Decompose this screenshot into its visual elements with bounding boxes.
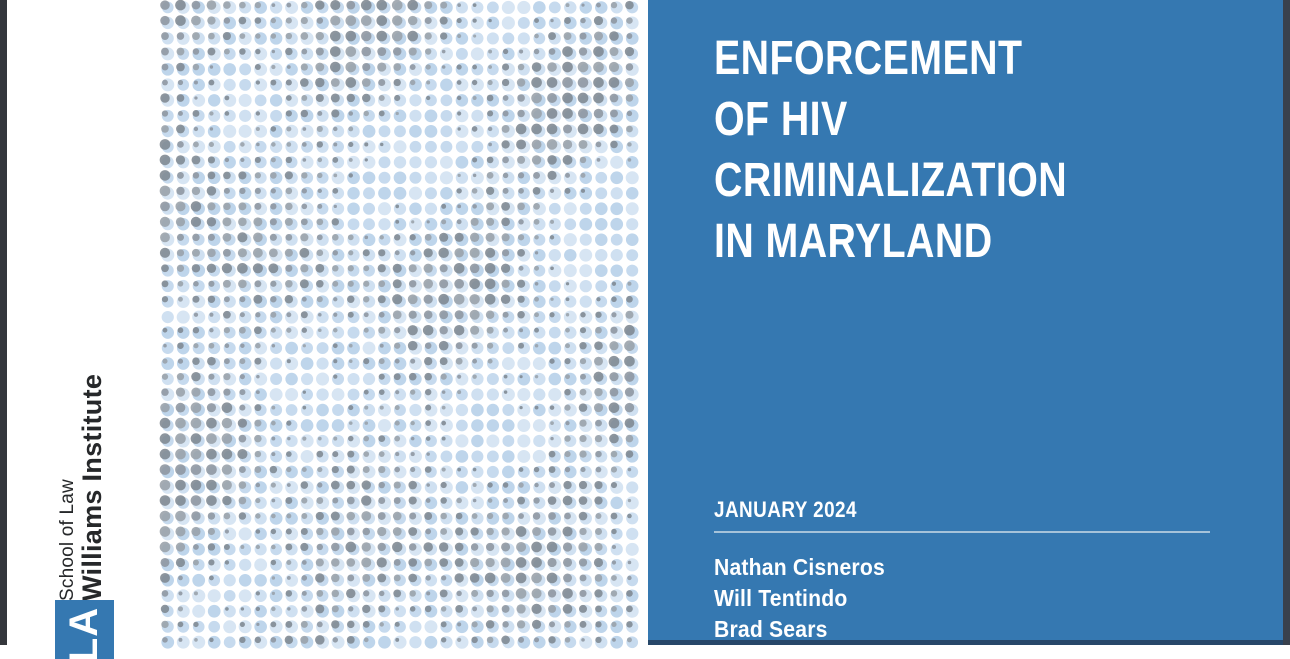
report-title-line-4: IN MARYLAND: [714, 215, 993, 268]
ucla-logo-text: UCLA: [62, 607, 106, 659]
report-date: JANUARY 2024: [714, 497, 857, 522]
author-name: Nathan Cisneros: [714, 554, 885, 580]
ucla-logo: UCLA: [55, 600, 114, 659]
school-of-law-label: School of Law: [57, 479, 78, 601]
report-title-line-2: OF HIV: [714, 93, 848, 146]
date-underline: [714, 531, 1210, 533]
author-name: Brad Sears: [714, 616, 828, 642]
williams-institute-label: Williams Institute: [77, 373, 107, 601]
report-title: ENFORCEMENT OF HIV CRIMINALIZATION IN MA…: [714, 28, 1145, 272]
cover-page-left: School of Law Williams Institute UCLA: [7, 0, 648, 659]
report-title-line-1: ENFORCEMENT: [714, 32, 1023, 85]
williams-institute-branding: School of Law Williams Institute: [57, 373, 107, 601]
viewer-bottom-edge: [648, 640, 1290, 645]
author-name: Will Tentindo: [714, 585, 848, 611]
viewer-left-edge: [0, 0, 7, 645]
viewer-right-edge: [1283, 0, 1290, 645]
halftone-dot-pattern: [159, 0, 639, 649]
cover-title-panel: ENFORCEMENT OF HIV CRIMINALIZATION IN MA…: [648, 0, 1290, 645]
author-list: Nathan Cisneros Will Tentindo Brad Sears: [714, 552, 885, 645]
report-title-line-3: CRIMINALIZATION: [714, 154, 1068, 207]
